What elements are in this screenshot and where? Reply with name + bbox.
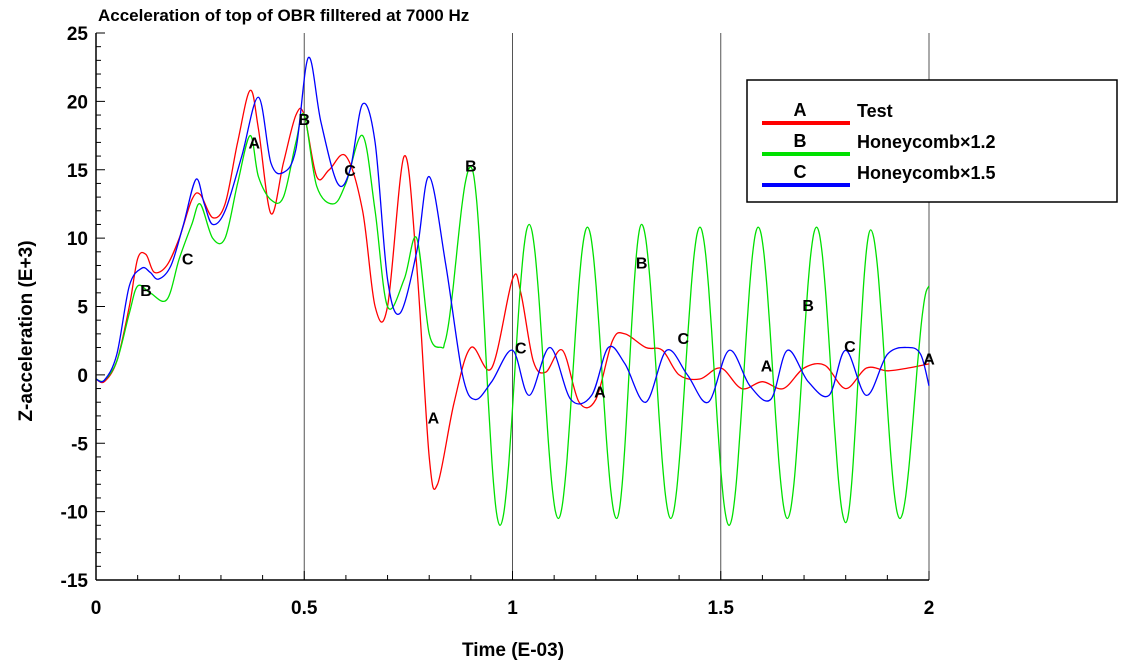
curve-marker-b: B xyxy=(298,112,310,129)
legend-entry-name: Test xyxy=(857,101,893,121)
y-tick-label: -10 xyxy=(61,503,88,524)
y-tick-label: -5 xyxy=(71,434,88,455)
curve-marker-b: B xyxy=(636,256,648,273)
series-line-c xyxy=(95,56,930,405)
legend-box xyxy=(746,79,1118,203)
y-tick-label: 5 xyxy=(77,298,88,319)
curve-marker-c: C xyxy=(515,341,527,358)
axes xyxy=(95,32,930,581)
series-lines xyxy=(95,56,930,526)
curve-marker-a: A xyxy=(761,358,773,375)
curve-marker-c: C xyxy=(677,331,689,348)
x-tick-label: 0 xyxy=(91,598,102,619)
curve-marker-a: A xyxy=(594,384,606,401)
y-tick-label: 0 xyxy=(77,366,88,387)
series-line-a xyxy=(95,89,930,490)
curve-marker-a: A xyxy=(428,410,440,427)
chart-title: Acceleration of top of OBR filltered at … xyxy=(98,6,469,25)
tick-labels: -15 -10 -5 0 5 10 15 20 25 0 0.5 1 1.5 2 xyxy=(61,24,935,619)
legend: A Test B Honeycomb×1.2 C Honeycomb×1.5 xyxy=(746,79,1118,203)
curve-marker-a: A xyxy=(923,351,935,368)
y-axis-title: Z-acceleration (E+3) xyxy=(16,240,37,421)
y-tick-label: 10 xyxy=(67,229,88,250)
y-tick-label: 15 xyxy=(67,161,89,182)
series-line-b xyxy=(95,112,930,526)
x-tick-label: 0.5 xyxy=(291,598,318,619)
x-tick-label: 1 xyxy=(507,598,518,619)
legend-entry-name: Honeycomb×1.5 xyxy=(857,163,996,183)
curve-marker-a: A xyxy=(248,135,260,152)
x-tick-label: 2 xyxy=(924,598,935,619)
y-tick-label: 20 xyxy=(67,92,88,113)
legend-letter: A xyxy=(794,100,807,120)
curve-marker-b: B xyxy=(140,283,152,300)
legend-letter: B xyxy=(794,131,807,151)
curve-marker-c: C xyxy=(844,339,856,356)
curve-marker-b: B xyxy=(802,298,814,315)
curve-marker-c: C xyxy=(344,163,356,180)
legend-letter: C xyxy=(794,162,807,182)
curve-marker-b: B xyxy=(465,159,477,176)
curve-marker-c: C xyxy=(182,252,194,269)
x-axis-title: Time (E-03) xyxy=(462,640,564,661)
legend-entry-name: Honeycomb×1.2 xyxy=(857,132,996,152)
y-tick-label: -15 xyxy=(61,571,89,592)
y-tick-label: 25 xyxy=(67,24,89,45)
x-tick-label: 1.5 xyxy=(708,598,735,619)
